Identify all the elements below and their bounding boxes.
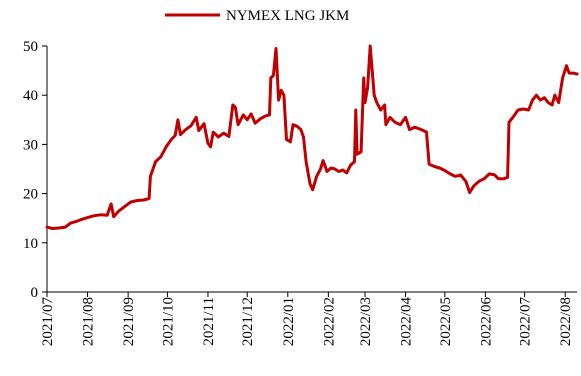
x-tick-label: 2022/03 [358,297,374,346]
y-tick-label: 30 [23,137,38,153]
x-tick-label: 2021/09 [121,297,137,346]
x-tick-label: 2021/08 [81,297,97,346]
x-tick-label: 2021/07 [40,297,56,347]
x-tick-label: 2022/06 [478,297,494,347]
y-tick-label: 40 [23,88,38,104]
y-axis: 0 10 20 30 40 50 [23,39,48,301]
x-tick-label: 2022/02 [321,297,337,346]
x-tick-label: 2022/04 [399,297,415,347]
y-tick-label: 20 [23,187,38,203]
plot-area [45,44,579,230]
x-tick-label: 2021/12 [240,297,256,346]
x-tick-label: 2022/05 [438,297,454,346]
legend-label: NYMEX LNG JKM [226,8,349,24]
y-tick-label: 50 [23,39,38,55]
y-tick-label: 10 [23,236,38,252]
y-tick-label: 0 [31,285,39,301]
x-axis: 2021/07 2021/08 2021/09 2021/10 2021/11 2021/… [40,291,577,347]
legend: NYMEX LNG JKM [165,8,349,24]
x-tick-label: 2021/10 [160,297,176,346]
x-tick-label: 2022/01 [281,297,297,346]
x-tick-label: 2021/11 [201,297,217,346]
x-tick-label: 2022/07 [518,297,534,347]
series-line-nymex-lng-jkm [45,44,579,230]
x-tick-label: 2022/08 [558,297,574,346]
